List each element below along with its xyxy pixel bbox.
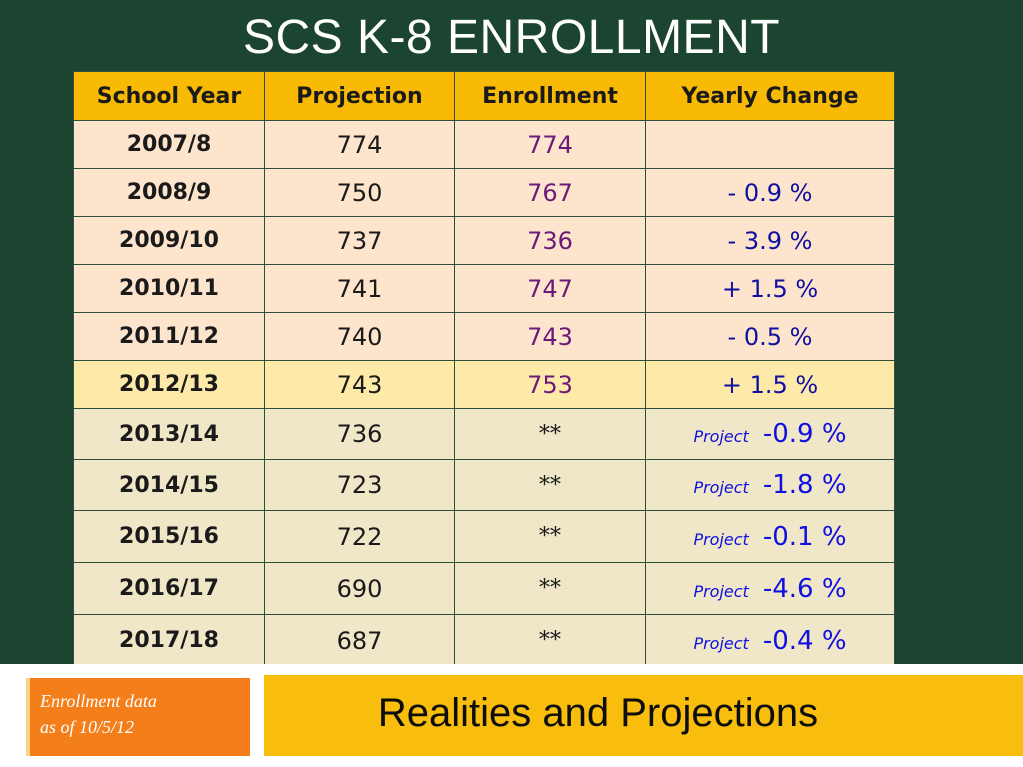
cell-enrollment: 743 [454, 312, 646, 361]
cell-year: 2017/18 [73, 614, 265, 667]
project-label: Project [693, 427, 749, 446]
header-yearly-change: Yearly Change [645, 71, 895, 121]
table-row: 2008/9 750 767 - 0.9 % [73, 168, 895, 217]
header-school-year: School Year [73, 71, 265, 121]
cell-year: 2010/11 [73, 264, 265, 313]
cell-change: - 3.9 % [645, 216, 895, 265]
cell-year: 2016/17 [73, 562, 265, 615]
cell-enrollment: 774 [454, 120, 646, 169]
table-row-highlighted: 2012/13 743 753 + 1.5 % [73, 360, 895, 409]
table-row: 2017/18 687 ** Project -0.4 % [73, 614, 895, 667]
change-value: -1.8 % [762, 470, 847, 500]
cell-enrollment: ** [454, 614, 646, 667]
cell-projection: 741 [264, 264, 455, 313]
table-row: 2011/12 740 743 - 0.5 % [73, 312, 895, 361]
cell-change [645, 120, 895, 169]
change-value: -4.6 % [762, 573, 847, 604]
header-enrollment: Enrollment [454, 71, 646, 121]
cell-change: Project -0.4 % [645, 614, 895, 667]
data-note-box: Enrollment data as of 10/5/12 [26, 678, 250, 756]
table-header-row: School Year Projection Enrollment Yearly… [73, 71, 895, 121]
cell-projection: 750 [264, 168, 455, 217]
data-note: Enrollment data as of 10/5/12 [40, 688, 157, 740]
table-row: 2009/10 737 736 - 3.9 % [73, 216, 895, 265]
cell-projection: 743 [264, 360, 455, 409]
cell-enrollment: ** [454, 510, 646, 563]
cell-change: + 1.5 % [645, 360, 895, 409]
cell-enrollment: 747 [454, 264, 646, 313]
subtitle-box: Realities and Projections [264, 675, 1023, 756]
cell-projection: 737 [264, 216, 455, 265]
table-row: 2015/16 722 ** Project -0.1 % [73, 510, 895, 563]
cell-change: - 0.5 % [645, 312, 895, 361]
cell-change: - 0.9 % [645, 168, 895, 217]
cell-projection: 687 [264, 614, 455, 667]
cell-enrollment: 767 [454, 168, 646, 217]
header-projection: Projection [264, 71, 455, 121]
cell-change: Project -4.6 % [645, 562, 895, 615]
cell-year: 2015/16 [73, 510, 265, 563]
table-row: 2010/11 741 747 + 1.5 % [73, 264, 895, 313]
cell-enrollment: 753 [454, 360, 646, 409]
cell-enrollment: ** [454, 459, 646, 511]
cell-enrollment: 736 [454, 216, 646, 265]
cell-change: Project -1.8 % [645, 459, 895, 511]
cell-year: 2014/15 [73, 459, 265, 511]
cell-year: 2012/13 [73, 360, 265, 409]
cell-change: Project -0.1 % [645, 510, 895, 563]
cell-year: 2009/10 [73, 216, 265, 265]
table-row: 2007/8 774 774 [73, 120, 895, 169]
cell-projection: 774 [264, 120, 455, 169]
cell-projection: 740 [264, 312, 455, 361]
enrollment-table: School Year Projection Enrollment Yearly… [73, 71, 895, 667]
cell-year: 2013/14 [73, 408, 265, 460]
project-label: Project [693, 581, 749, 601]
project-label: Project [693, 529, 749, 549]
change-value: -0.4 % [762, 625, 847, 656]
cell-change: + 1.5 % [645, 264, 895, 313]
cell-year: 2011/12 [73, 312, 265, 361]
table-row: 2014/15 723 ** Project -1.8 % [73, 459, 895, 511]
change-value: -0.9 % [762, 419, 847, 449]
cell-year: 2008/9 [73, 168, 265, 217]
project-label: Project [693, 478, 749, 497]
cell-projection: 723 [264, 459, 455, 511]
cell-projection: 736 [264, 408, 455, 460]
cell-change: Project -0.9 % [645, 408, 895, 460]
project-label: Project [693, 633, 749, 653]
data-note-line1: Enrollment data [40, 691, 157, 711]
table-row: 2013/14 736 ** Project -0.9 % [73, 408, 895, 460]
slide-subtitle: Realities and Projections [377, 691, 819, 735]
cell-enrollment: ** [454, 562, 646, 615]
change-value: -0.1 % [762, 521, 847, 552]
table-row: 2016/17 690 ** Project -4.6 % [73, 562, 895, 615]
data-note-line2: as of 10/5/12 [40, 717, 135, 737]
slide-title: SCS K-8 ENROLLMENT [242, 11, 781, 64]
footer-divider [0, 664, 1023, 667]
cell-enrollment: ** [454, 408, 646, 460]
cell-projection: 690 [264, 562, 455, 615]
cell-year: 2007/8 [73, 120, 265, 169]
cell-projection: 722 [264, 510, 455, 563]
